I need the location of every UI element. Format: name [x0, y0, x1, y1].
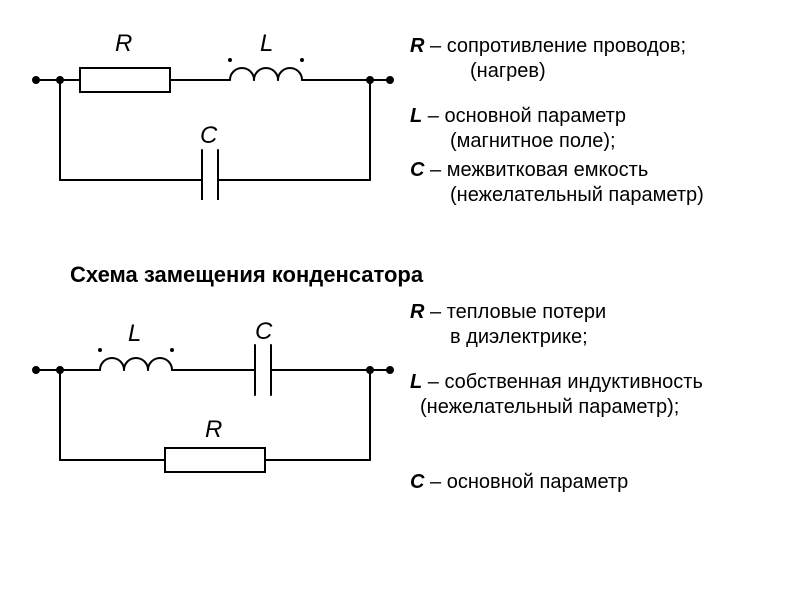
label-R-1: R [115, 30, 132, 58]
inductor-circuit-svg [30, 30, 400, 200]
desc-R-sym-2: R [410, 301, 424, 323]
label-L-1: L [260, 30, 273, 58]
section-heading: Схема замещения конденсатора [70, 262, 423, 288]
desc-L-txt-1: – основной параметр [422, 105, 626, 127]
desc-R-sym-1: R [410, 35, 424, 57]
desc-R-1: R – сопротивление проводов; (нагрев) [410, 34, 780, 84]
label-C-1: C [200, 122, 217, 150]
desc-C-txt-2: – основной параметр [424, 471, 628, 493]
desc-C-txt-1: – межвитковая емкость [424, 159, 648, 181]
desc-R-sub-1: (нагрев) [410, 60, 546, 82]
desc-L-2: L – собственная индуктивность (нежелател… [410, 370, 780, 420]
desc-L-txt-2: – собственная индуктивность [422, 371, 703, 393]
label-R-2: R [205, 416, 222, 444]
desc-C-sym-2: C [410, 471, 424, 493]
desc-C-sub-1: (нежелательный параметр) [410, 184, 704, 206]
desc-R-txt-2: – тепловые потери [424, 301, 606, 323]
desc-L-1: L – основной параметр (магнитное поле); [410, 104, 780, 154]
label-L-2: L [128, 320, 141, 348]
desc-L-sub-1: (магнитное поле); [410, 130, 616, 152]
desc-R-sub-2: в диэлектрике; [410, 326, 588, 348]
desc-L-sym-2: L [410, 371, 422, 393]
capacitor-circuit-svg [30, 320, 400, 490]
inductor-equivalent-circuit: R L C [30, 30, 400, 200]
desc-R-txt-1: – сопротивление проводов; [424, 35, 686, 57]
capacitor-equivalent-circuit: L C R [30, 320, 400, 490]
desc-L-sub-2: (нежелательный параметр); [410, 396, 679, 418]
desc-C-1: C – межвитковая емкость (нежелательный п… [410, 158, 780, 208]
label-C-2: C [255, 318, 272, 346]
desc-R-2: R – тепловые потери в диэлектрике; [410, 300, 780, 350]
desc-C-2: C – основной параметр [410, 470, 780, 495]
desc-C-sym-1: C [410, 159, 424, 181]
desc-L-sym-1: L [410, 105, 422, 127]
